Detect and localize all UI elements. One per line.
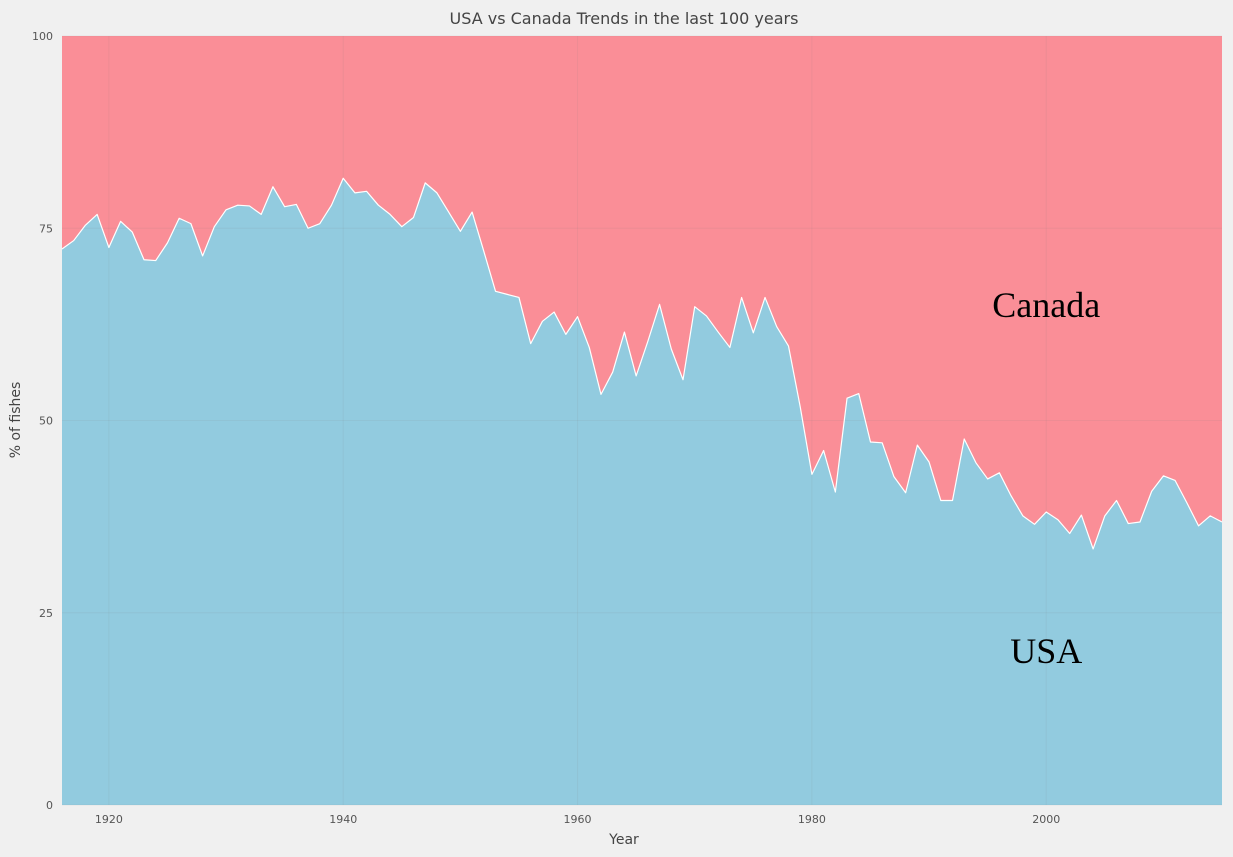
x-tick-label: 1980 [798,813,826,826]
x-tick-label: 1920 [95,813,123,826]
y-tick-label: 75 [39,222,53,235]
x-axis-label: Year [608,832,639,848]
annotation-canada: Canada [992,285,1100,325]
usa-canada-boundary-line [61,177,1223,550]
annotation-usa: USA [1010,631,1082,671]
x-tick-label: 1960 [564,813,592,826]
y-tick-label: 0 [46,799,53,812]
y-axis-label: % of fishes [8,382,24,459]
plot-area: 1920 1940 1960 1980 2000 0 25 50 75 100 Canada USA [32,30,1223,826]
x-tick-label: 1940 [329,813,357,826]
y-tick-label: 100 [32,30,53,43]
usa-area [62,178,1222,805]
y-tick-label: 25 [39,607,53,620]
chart-title: USA vs Canada Trends in the last 100 yea… [450,9,799,28]
x-tick-label: 2000 [1032,813,1060,826]
y-tick-label: 50 [39,415,53,428]
